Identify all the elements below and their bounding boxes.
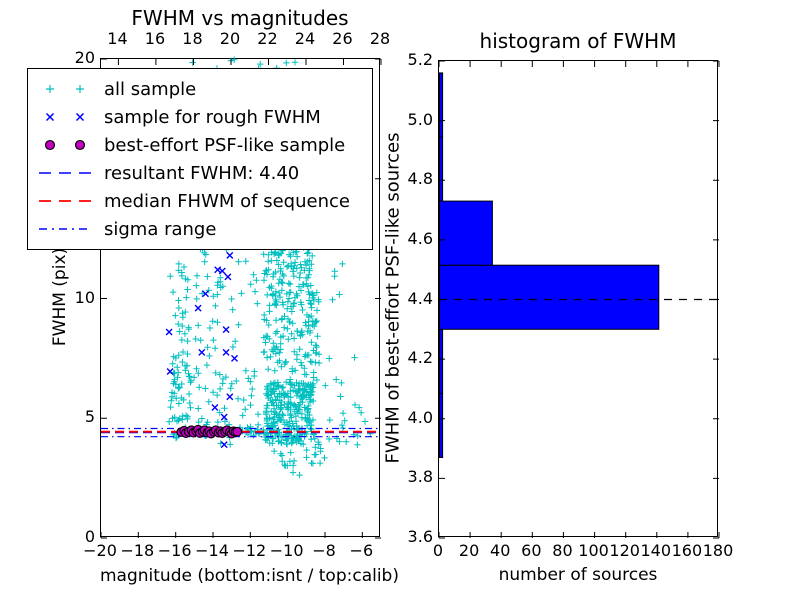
legend-label: best-effort PSF-like sample <box>104 134 346 156</box>
histogram-tick-marks <box>438 60 720 539</box>
histogram-bar <box>439 136 444 202</box>
hist-x-tick: 0 <box>432 541 444 560</box>
histogram-bar <box>439 328 444 394</box>
hist-x-tick: 40 <box>490 541 511 560</box>
hist-y-tick: 4.2 <box>407 348 433 368</box>
line-sample-icon <box>39 200 91 202</box>
fwhm-vs-mag-plot <box>100 56 382 539</box>
legend-entry: median FHWM of sequence <box>36 187 372 215</box>
y-tick-left: 0 <box>84 527 95 546</box>
x-tick-top: 24 <box>294 29 316 48</box>
x-tick-top: 22 <box>257 29 278 48</box>
line-sample-icon <box>39 172 91 174</box>
legend-label: sigma range <box>104 218 217 240</box>
x-tick-bottom: −20 <box>83 541 117 560</box>
x-tick-bottom: −16 <box>157 541 192 560</box>
scatter-xlabel: magnitude (bottom:isnt / top:calib) <box>100 566 399 586</box>
hist-y-tick: 3.8 <box>407 467 433 487</box>
fwhm-histogram-plot <box>438 60 720 539</box>
line-sample-icon <box>39 228 91 230</box>
hist-x-tick: 60 <box>521 541 542 560</box>
hist-x-tick: 140 <box>640 541 672 560</box>
histogram-bar <box>439 200 493 266</box>
psf-sample-points <box>176 424 243 439</box>
hist-y-tick: 4.6 <box>407 228 433 248</box>
hist-y-tick: 5.0 <box>407 109 433 129</box>
scatter-ylabel: FWHM (pix) <box>50 247 70 347</box>
x-tick-top: 14 <box>107 29 128 48</box>
legend-label: median FHWM of sequence <box>104 190 350 212</box>
x-tick-top: 26 <box>332 29 353 48</box>
legend-entry: best-effort PSF-like sample <box>36 131 372 159</box>
hist-x-tick: 80 <box>552 541 573 560</box>
x-tick-bottom: −6 <box>349 541 374 560</box>
x-tick-top: 20 <box>219 29 241 48</box>
x-tick-bottom: −18 <box>120 541 155 560</box>
x-tick-top: 28 <box>369 29 391 48</box>
histogram-bar <box>439 392 444 458</box>
legend: all sample sample for rough FWHM best-effo… <box>27 68 373 250</box>
scatter-title: FWHM vs magnitudes <box>131 6 349 30</box>
histogram-bar <box>439 72 444 138</box>
legend-entry: sigma range <box>36 215 372 243</box>
hist-y-tick: 5.2 <box>407 50 433 69</box>
hist-y-tick: 4.8 <box>407 169 433 189</box>
y-tick-left: 5 <box>84 407 95 427</box>
histogram-title: histogram of FWHM <box>479 29 677 53</box>
hist-y-tick: 4.0 <box>407 407 433 427</box>
hist-x-tick: 20 <box>458 541 480 560</box>
histogram-bar <box>439 264 660 330</box>
hist-y-tick: 3.6 <box>407 527 433 546</box>
histogram-ylabel: FWHM of best-effort PSF-like sources <box>382 132 404 464</box>
hist-y-tick: 4.4 <box>407 288 433 308</box>
x-tick-bottom: −10 <box>269 541 304 560</box>
+-marker-icon <box>46 85 84 93</box>
x-tick-bottom: −8 <box>312 541 336 560</box>
hist-x-tick: 160 <box>671 541 703 560</box>
x-tick-top: 18 <box>182 29 203 48</box>
x-tick-top: 16 <box>144 29 166 48</box>
legend-label: all sample <box>104 78 197 100</box>
x-marker-icon <box>45 112 85 122</box>
scatter-tick-marks <box>100 58 382 539</box>
histogram-xlabel: number of sources <box>498 565 658 585</box>
legend-entry: all sample <box>36 75 372 103</box>
hist-x-tick: 180 <box>702 541 734 560</box>
hist-x-tick: 120 <box>609 541 640 560</box>
y-tick-left: 10 <box>74 287 95 307</box>
legend-entry: sample for rough FWHM <box>36 103 372 131</box>
y-tick-left: 20 <box>74 48 95 67</box>
x-tick-bottom: −14 <box>195 541 229 560</box>
o-marker-icon <box>44 139 86 151</box>
histogram-bars <box>439 72 660 458</box>
legend-label: resultant FWHM: 4.40 <box>104 162 300 184</box>
legend-entry: resultant FWHM: 4.40 <box>36 159 372 187</box>
hist-x-tick: 100 <box>578 541 609 560</box>
legend-label: sample for rough FWHM <box>104 106 321 128</box>
x-tick-bottom: −12 <box>232 541 267 560</box>
